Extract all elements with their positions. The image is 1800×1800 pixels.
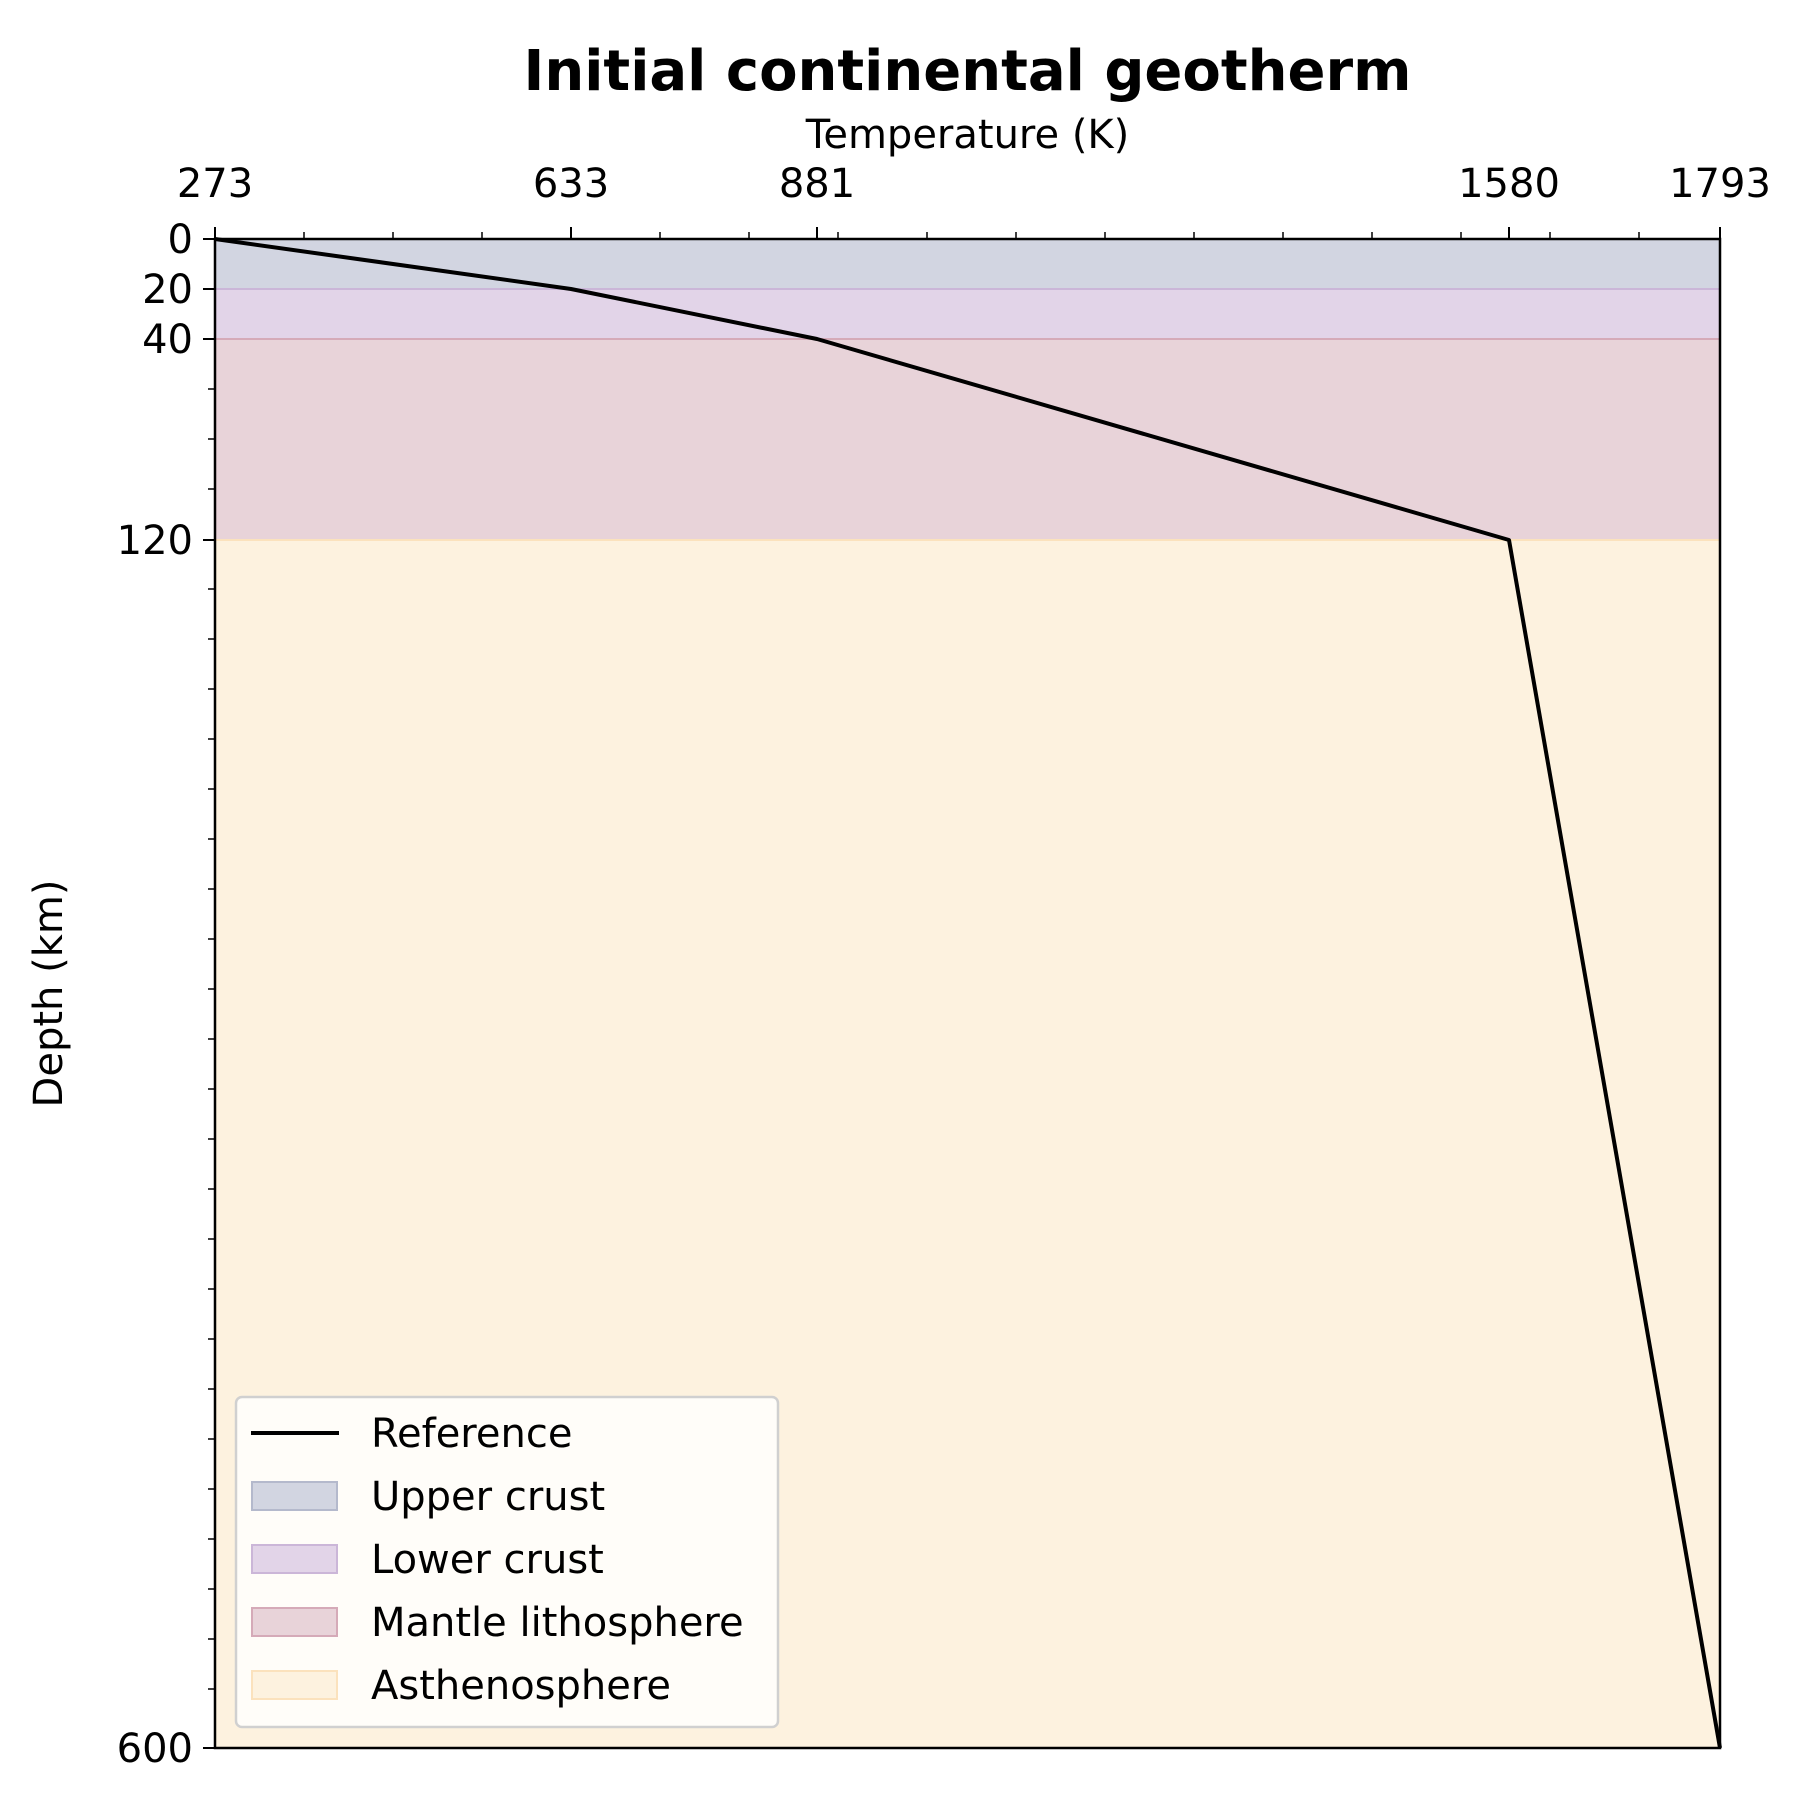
legend-entry-lower-crust-swatch <box>251 1544 338 1574</box>
x-tick-label-1793: 1793 <box>1669 161 1771 207</box>
legend: Reference Upper crust Lower crust Mantle li… <box>234 1395 780 1729</box>
legend-entry-mantle-lithosphere-label: Mantle lithosphere <box>371 1600 744 1646</box>
y-axis-label: Depth (km) <box>26 880 72 1108</box>
x-axis-label: Temperature (K) <box>805 112 1130 158</box>
legend-entry-mantle-lithosphere-swatch <box>251 1607 338 1637</box>
legend-entry-upper-crust-label: Upper crust <box>371 1474 605 1520</box>
y-tick-label-120: 120 <box>117 518 193 564</box>
chart-title: Initial continental geotherm <box>524 39 1412 104</box>
y-tick-label-40: 40 <box>142 317 193 363</box>
layer-band-upper-crust <box>215 239 1720 289</box>
legend-entry-upper-crust-swatch <box>251 1481 338 1511</box>
layer-band-mantle-lithosphere <box>215 339 1720 540</box>
legend-box <box>234 1395 780 1729</box>
x-tick-label-1580: 1580 <box>1458 161 1560 207</box>
x-tick-label-881: 881 <box>779 161 855 207</box>
legend-entry-lower-crust-label: Lower crust <box>371 1537 604 1583</box>
y-tick-label-0: 0 <box>168 217 193 263</box>
legend-entry-asthenosphere-swatch <box>251 1670 338 1700</box>
plot-frame <box>213 237 1722 1750</box>
layer-band-lower-crust <box>215 289 1720 339</box>
x-tick-label-633: 633 <box>533 161 609 207</box>
legend-entry-reference-label: Reference <box>371 1411 572 1457</box>
y-tick-label-600: 600 <box>117 1726 193 1772</box>
x-tick-label-273: 273 <box>177 161 253 207</box>
y-tick-label-20: 20 <box>142 267 193 313</box>
legend-entry-asthenosphere-label: Asthenosphere <box>371 1663 671 1709</box>
